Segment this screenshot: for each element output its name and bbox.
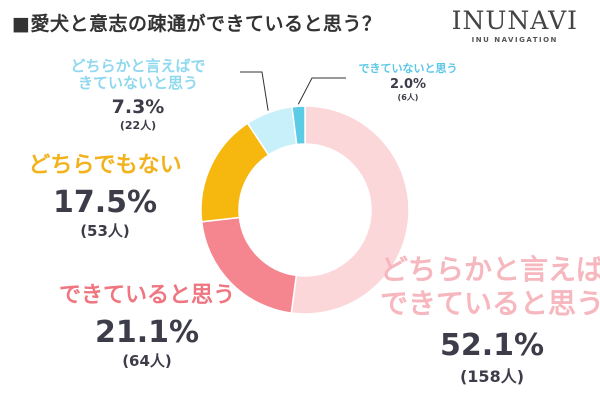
- slice-name-0-line-1: できていると思う: [379, 287, 600, 320]
- slice-label-4: できていないと思う 2.0% (6人): [348, 62, 468, 102]
- slice-name-3-line-1: きていないと思う: [77, 74, 198, 92]
- slice-count-3: (22人): [119, 118, 157, 132]
- leader-line-3: [240, 71, 269, 111]
- slice-percent-4: 2.0%: [389, 76, 427, 92]
- slice-name-1: できていると思う: [58, 283, 235, 308]
- chart-title: ■愛犬と意志の疎通ができていると思う？: [12, 13, 382, 35]
- slice-0: [290, 105, 410, 315]
- slice-name-0: どちらかと言えば できていると思う: [372, 253, 600, 321]
- slice-percent-1: 21.1%: [94, 315, 200, 351]
- brand-name: INUNAVI: [451, 6, 578, 35]
- leader-line-4: [297, 77, 346, 105]
- slice-count-1: (64人): [122, 351, 172, 370]
- slice-name-3: どちらかと言えばで きていないと思う: [58, 58, 218, 92]
- slice-label-3: どちらかと言えばで きていないと思う 7.3% (22人): [58, 58, 218, 132]
- slice-percent-3: 7.3%: [111, 96, 165, 118]
- slice-4: [291, 105, 306, 146]
- slice-count-2: (53人): [80, 221, 130, 240]
- slice-name-3-line-0: どちらかと言えばで: [70, 57, 206, 75]
- slice-percent-2: 17.5%: [52, 185, 158, 221]
- slice-name-2: どちらでもない: [28, 153, 182, 178]
- slice-label-0: どちらかと言えば できていると思う 52.1% (158人): [372, 253, 600, 386]
- slice-label-1: できていると思う 21.1% (64人): [34, 283, 260, 370]
- brand-subtitle: INU NAVIGATION: [471, 36, 558, 44]
- slice-percent-0: 52.1%: [439, 328, 545, 363]
- slice-count-4: (6人): [397, 92, 419, 102]
- slice-label-2: どちらでもない 17.5% (53人): [5, 153, 205, 240]
- slice-name-0-line-0: どちらかと言えば: [379, 253, 600, 286]
- brand-logo: INUNAVI INU NAVIGATION: [452, 6, 578, 44]
- slice-count-0: (158人): [459, 366, 525, 386]
- slice-name-4: できていないと思う: [358, 62, 458, 75]
